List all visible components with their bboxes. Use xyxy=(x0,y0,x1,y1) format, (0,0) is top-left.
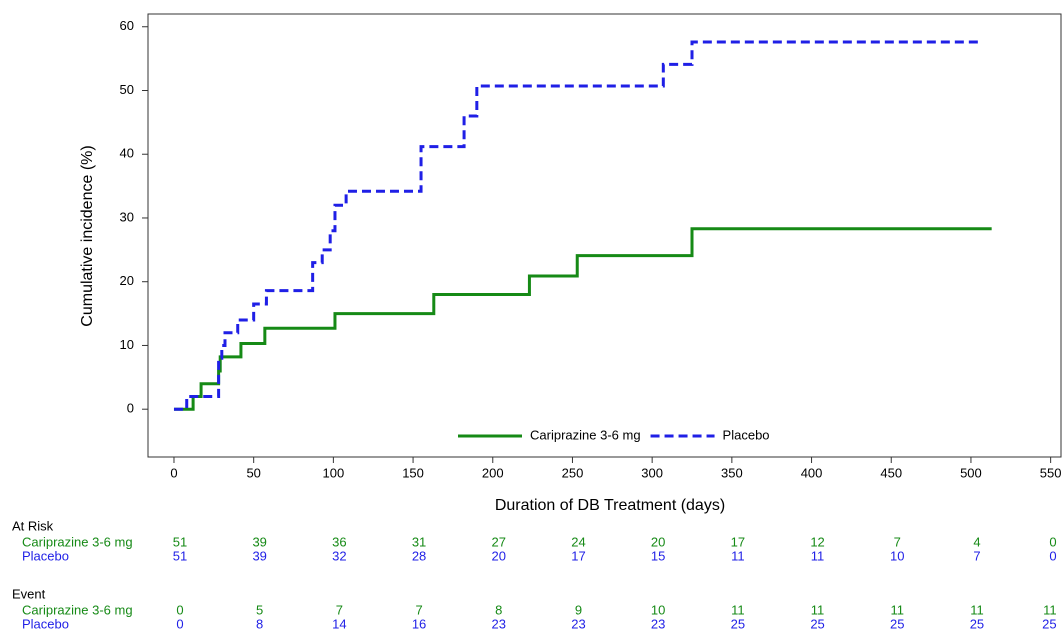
table-cell: 0 xyxy=(1049,534,1056,549)
table-cell: 11 xyxy=(811,548,825,563)
table-cell: 23 xyxy=(492,616,506,631)
y-tick-label: 60 xyxy=(120,18,134,33)
table-cell: 15 xyxy=(651,548,665,563)
table-cell: 0 xyxy=(176,616,183,631)
x-tick-label: 250 xyxy=(562,465,584,480)
table-cell: 12 xyxy=(810,534,824,549)
y-tick-label: 20 xyxy=(120,273,134,288)
plot-frame xyxy=(147,13,1062,458)
table-cell: 7 xyxy=(973,548,980,563)
table-cell: 51 xyxy=(173,534,187,549)
table-cell: 16 xyxy=(412,616,426,631)
table-row-label: Placebo xyxy=(22,548,69,563)
table-row-label: Placebo xyxy=(22,616,69,631)
table-row-label: Cariprazine 3-6 mg xyxy=(22,534,133,549)
table-cell: 39 xyxy=(252,534,266,549)
table-cell: 31 xyxy=(412,534,426,549)
table-row-label: Cariprazine 3-6 mg xyxy=(22,602,133,617)
x-tick-label: 400 xyxy=(801,465,823,480)
table-cell: 32 xyxy=(332,548,346,563)
table-cell: 17 xyxy=(731,534,745,549)
table-cell: 17 xyxy=(571,548,585,563)
table-cell: 11 xyxy=(890,602,904,617)
x-tick-label: 550 xyxy=(1040,465,1062,480)
table-cell: 7 xyxy=(336,602,343,617)
x-tick-label: 100 xyxy=(323,465,345,480)
table-cell: 10 xyxy=(651,602,665,617)
x-tick-label: 350 xyxy=(721,465,743,480)
table-cell: 4 xyxy=(973,534,980,549)
table-cell: 10 xyxy=(890,548,904,563)
table-cell: 25 xyxy=(1042,616,1056,631)
y-tick-label: 50 xyxy=(120,82,134,97)
table-cell: 36 xyxy=(332,534,346,549)
table-cell: 11 xyxy=(1043,602,1057,617)
y-tick-label: 40 xyxy=(120,146,134,161)
table-cell: 11 xyxy=(970,602,984,617)
y-tick-label: 0 xyxy=(127,401,134,416)
table-cell: 0 xyxy=(1049,548,1056,563)
x-tick-label: 50 xyxy=(246,465,260,480)
table-cell: 11 xyxy=(731,548,745,563)
legend-label: Placebo xyxy=(723,427,770,442)
table-cell: 51 xyxy=(173,548,187,563)
table-cell: 39 xyxy=(252,548,266,563)
table-cell: 28 xyxy=(412,548,426,563)
x-tick-label: 0 xyxy=(170,465,177,480)
table-title: At Risk xyxy=(12,518,54,533)
table-cell: 7 xyxy=(894,534,901,549)
table-cell: 8 xyxy=(256,616,263,631)
table-cell: 23 xyxy=(571,616,585,631)
table-cell: 24 xyxy=(571,534,585,549)
table-cell: 0 xyxy=(176,602,183,617)
y-axis-label: Cumulative incidence (%) xyxy=(79,145,96,326)
y-tick-label: 10 xyxy=(120,337,134,352)
table-cell: 27 xyxy=(492,534,506,549)
table-cell: 25 xyxy=(810,616,824,631)
table-cell: 23 xyxy=(651,616,665,631)
x-axis-label: Duration of DB Treatment (days) xyxy=(495,497,725,514)
x-tick-label: 150 xyxy=(402,465,424,480)
x-tick-label: 450 xyxy=(880,465,902,480)
table-cell: 20 xyxy=(651,534,665,549)
step-line xyxy=(173,227,992,411)
table-title: Event xyxy=(12,586,46,601)
legend-label: Cariprazine 3-6 mg xyxy=(530,427,641,442)
table-cell: 11 xyxy=(731,602,745,617)
x-tick-label: 300 xyxy=(641,465,663,480)
table-cell: 14 xyxy=(332,616,346,631)
table-cell: 25 xyxy=(731,616,745,631)
table-cell: 11 xyxy=(811,602,825,617)
x-tick-label: 200 xyxy=(482,465,504,480)
table-cell: 20 xyxy=(492,548,506,563)
y-tick-label: 30 xyxy=(120,209,134,224)
table-cell: 9 xyxy=(575,602,582,617)
table-cell: 8 xyxy=(495,602,502,617)
table-cell: 7 xyxy=(415,602,422,617)
table-cell: 5 xyxy=(256,602,263,617)
step-line xyxy=(173,40,983,411)
x-tick-label: 500 xyxy=(960,465,982,480)
table-cell: 25 xyxy=(970,616,984,631)
table-cell: 25 xyxy=(890,616,904,631)
